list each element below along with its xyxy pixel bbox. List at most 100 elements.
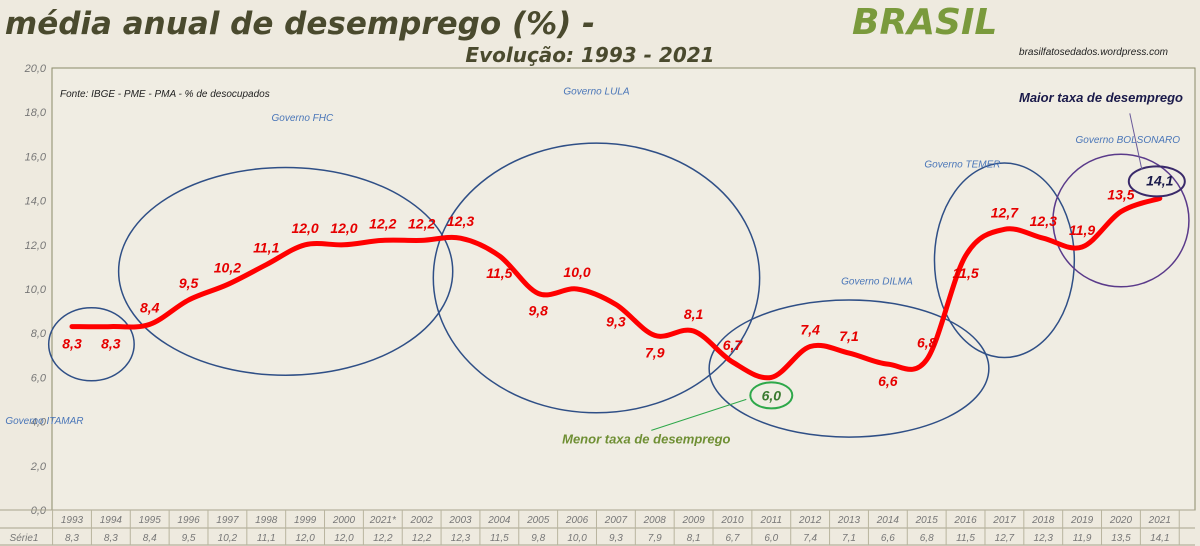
table-value: 10,2 [218, 533, 238, 544]
x-tick-label: 1999 [294, 515, 317, 526]
data-label: 9,3 [606, 313, 626, 329]
x-tick-label: 1993 [61, 515, 84, 526]
x-tick-label: 2012 [798, 515, 822, 526]
table-value: 8,1 [687, 533, 701, 544]
data-label: 9,5 [179, 275, 199, 291]
x-tick-label: 2021* [369, 515, 397, 526]
source-note: Fonte: IBGE - PME - PMA - % de desocupad… [60, 89, 270, 100]
table-value: 6,7 [725, 533, 739, 544]
ellipse-itamar [47, 307, 135, 382]
chart-title-accent: BRASIL [852, 2, 997, 43]
table-value: 7,9 [648, 533, 662, 544]
y-tick-label: 2,0 [30, 461, 47, 473]
data-label: 11,5 [952, 265, 978, 281]
x-tick-label: 2016 [953, 515, 977, 526]
x-tick-label: 2010 [720, 515, 744, 526]
extreme-markers: Menor taxa de desemprego Maior taxa de de… [562, 90, 1186, 446]
table-value: 11,9 [1073, 533, 1092, 544]
x-tick-label: 2018 [1031, 515, 1055, 526]
data-label: 12,2 [369, 215, 396, 231]
ellipse-lula [432, 142, 761, 414]
x-tick-label: 2008 [643, 515, 667, 526]
data-label: 6,7 [723, 337, 744, 353]
ellipse-temer [933, 162, 1076, 359]
data-labels: 8,3 8,3 8,4 9,5 10,2 11,1 12,0 12,0 12,2 12,2 12,3… [62, 172, 1173, 403]
x-tick-label: 1996 [177, 515, 200, 526]
chart-subtitle: Evolução: 1993 - 2021 [465, 43, 714, 67]
table-value: 12,2 [373, 533, 393, 544]
table-value: 12,0 [295, 533, 315, 544]
table-value: 12,3 [451, 533, 471, 544]
table-row-label: Série1 [10, 533, 39, 544]
table-value: 11,5 [956, 533, 975, 544]
table-value: 11,5 [490, 533, 509, 544]
government-label: Governo DILMA [841, 277, 913, 288]
y-tick-label: 4,0 [31, 417, 47, 429]
table-value: 7,1 [842, 533, 856, 544]
data-label: 12,7 [991, 204, 1019, 220]
max-annotation: Maior taxa de desemprego [1019, 90, 1183, 105]
x-tick-label: 1997 [216, 515, 239, 526]
x-tick-label: 2005 [526, 515, 550, 526]
y-tick-label: 18,0 [25, 107, 47, 119]
table-value: 8,3 [104, 533, 118, 544]
table-value: 9,3 [609, 533, 623, 544]
data-label: 12,0 [330, 220, 357, 236]
y-axis: 0,0 2,0 4,0 6,0 8,0 10,0 12,0 14,0 16,0 18,0 20,0 [24, 63, 47, 517]
government-ellipses: Governo ITAMAR Governo FHC Governo LULA Gov… [5, 87, 1190, 438]
x-tick-label: 2021 [1148, 515, 1171, 526]
series-line-serie1 [69, 195, 1163, 381]
x-tick-label: 1995 [139, 515, 162, 526]
table-value: 12,0 [334, 533, 354, 544]
data-label: 11,9 [1069, 222, 1095, 238]
table-value: 12,7 [995, 533, 1015, 544]
table-value: 10,0 [567, 533, 587, 544]
data-label: 7,9 [645, 344, 665, 360]
data-label: 9,8 [528, 302, 548, 318]
data-label: 8,1 [684, 306, 704, 322]
y-tick-label: 6,0 [31, 372, 47, 384]
data-label: 6,6 [878, 373, 898, 389]
table-value: 9,8 [531, 533, 545, 544]
government-label: Governo ITAMAR [5, 416, 83, 427]
y-tick-label: 16,0 [25, 151, 47, 163]
table-value: 6,6 [881, 533, 895, 544]
x-tick-label: 1998 [255, 515, 278, 526]
ellipse-dilma [708, 299, 990, 438]
table-value: 6,8 [920, 533, 934, 544]
plot-area [51, 67, 1196, 511]
y-tick-label: 20,0 [24, 63, 47, 75]
government-label: Governo FHC [272, 113, 334, 124]
x-tick-label: 2002 [410, 515, 434, 526]
chart-title: Taxa média anual de desemprego (%) - [0, 6, 595, 42]
table-value: 8,3 [65, 533, 79, 544]
x-tick-label: 2020 [1109, 515, 1133, 526]
data-label: 6,0 [762, 387, 782, 403]
table-value: 9,5 [182, 533, 196, 544]
y-tick-label: 8,0 [31, 328, 47, 340]
government-label: Governo LULA [563, 87, 629, 98]
data-label: 11,1 [253, 240, 279, 256]
table-value: 6,0 [764, 533, 778, 544]
x-tick-label: 2013 [837, 515, 861, 526]
data-label: 8,3 [62, 336, 82, 352]
government-label: Governo BOLSONARO [1076, 135, 1181, 146]
data-label: 10,0 [563, 264, 590, 280]
y-tick-label: 12,0 [25, 240, 47, 252]
min-annotation: Menor taxa de desemprego [562, 431, 730, 446]
government-label: Governo TEMER [924, 159, 1000, 170]
data-table: Série1 1993 8,3 1994 8,3 1995 8,4 1996 9,5 1997 10… [0, 509, 1195, 546]
max-value-circle [1127, 165, 1186, 198]
table-value: 8,4 [143, 533, 157, 544]
data-label: 12,0 [291, 220, 318, 236]
table-value: 7,4 [803, 533, 817, 544]
data-label: 10,2 [214, 260, 241, 276]
x-tick-label: 2011 [760, 515, 783, 526]
x-tick-label: 1994 [100, 515, 123, 526]
x-tick-label: 2006 [565, 515, 589, 526]
x-tick-label: 2009 [681, 515, 705, 526]
table-value: 14,1 [1150, 533, 1169, 544]
x-tick-label: 2003 [448, 515, 472, 526]
table-value: 13,5 [1111, 533, 1131, 544]
x-tick-label: 2004 [487, 515, 511, 526]
